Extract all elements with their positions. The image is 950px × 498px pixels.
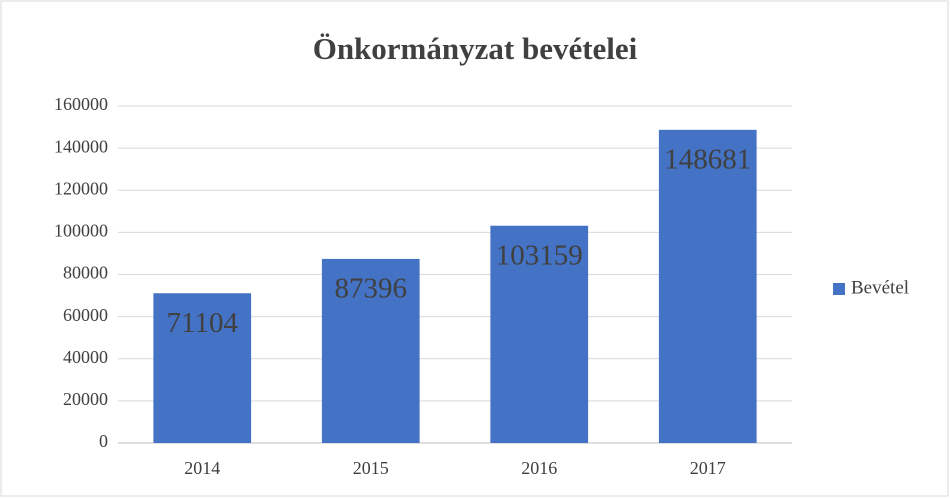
chart-title: Önkormányzat bevételei: [313, 31, 638, 66]
bar: [153, 293, 252, 443]
y-tick-label: 0: [99, 431, 108, 451]
data-label: 87396: [335, 273, 408, 305]
data-label: 103159: [496, 239, 583, 271]
y-tick-label: 100000: [54, 221, 108, 241]
y-tick-label: 160000: [54, 94, 108, 114]
data-label: 148681: [664, 143, 751, 175]
bar: [490, 225, 589, 443]
y-tick-label: 40000: [63, 347, 108, 367]
x-tick-label: 2016: [521, 458, 557, 478]
bar: [321, 258, 420, 443]
x-tick-label: 2014: [184, 458, 220, 478]
x-tick-label: 2015: [353, 458, 389, 478]
legend-label: Bevétel: [851, 277, 909, 298]
data-label: 71104: [167, 307, 239, 339]
y-tick-label: 120000: [54, 178, 108, 198]
y-tick-label: 80000: [63, 263, 108, 283]
y-tick-label: 20000: [63, 389, 108, 409]
y-tick-label: 60000: [63, 305, 108, 325]
x-tick-label: 2017: [690, 458, 726, 478]
bar: [658, 129, 757, 443]
legend-swatch: [833, 283, 845, 295]
y-tick-label: 140000: [54, 136, 108, 156]
